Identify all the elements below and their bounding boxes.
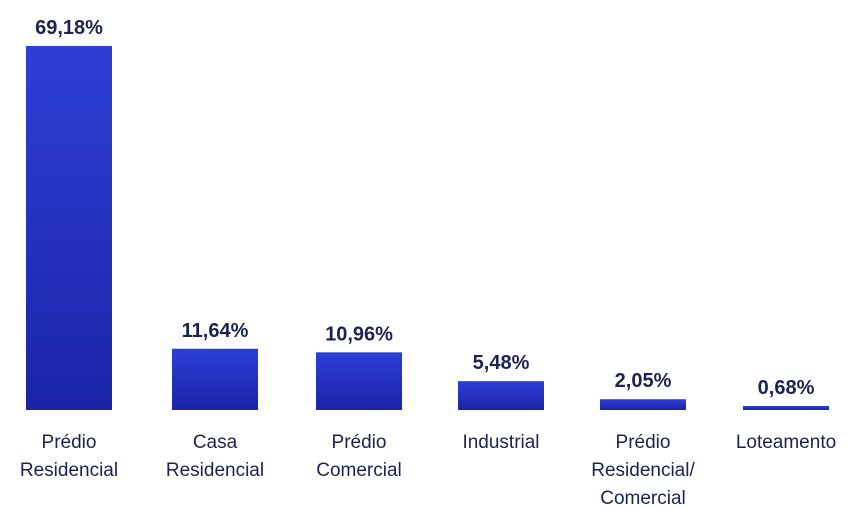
category-label-4-line-0: Prédio bbox=[616, 432, 671, 453]
category-label-2: Prédio Comercial bbox=[316, 432, 402, 481]
bar-5 bbox=[743, 406, 829, 410]
value-label-4: 2,05% bbox=[615, 370, 672, 392]
category-label-4-line-1: Residencial/ bbox=[591, 460, 695, 481]
bar-2 bbox=[316, 352, 402, 410]
category-label-0-line-1: Residencial bbox=[20, 460, 118, 481]
value-labels-group: 69,18% 11,64% 10,96% 5,48% 2,05% 0,68% bbox=[35, 17, 814, 399]
category-label-2-line-1: Comercial bbox=[316, 460, 402, 481]
bars-group bbox=[26, 46, 829, 410]
category-label-1: Casa Residencial bbox=[166, 432, 264, 481]
value-label-5: 0,68% bbox=[758, 377, 815, 399]
category-label-1-line-1: Residencial bbox=[166, 460, 264, 481]
bar-4 bbox=[600, 399, 686, 410]
value-label-1: 11,64% bbox=[182, 320, 249, 342]
bar-0 bbox=[26, 46, 112, 410]
category-label-3-line-0: Industrial bbox=[462, 432, 539, 453]
category-label-5: Loteamento bbox=[736, 432, 836, 453]
category-label-2-line-0: Prédio bbox=[332, 432, 387, 453]
category-label-4-line-2: Comercial bbox=[600, 488, 686, 509]
bar-3 bbox=[458, 381, 544, 410]
category-label-4: Prédio Residencial/Comercial bbox=[591, 432, 695, 509]
value-label-2: 10,96% bbox=[325, 323, 393, 345]
category-label-0-line-0: Prédio bbox=[42, 432, 97, 453]
category-label-1-line-0: Casa bbox=[193, 432, 238, 453]
category-label-0: Prédio Residencial bbox=[20, 432, 118, 481]
value-label-0: 69,18% bbox=[35, 17, 103, 39]
value-label-3: 5,48% bbox=[473, 352, 530, 374]
bar-1 bbox=[172, 348, 258, 410]
category-label-5-line-0: Loteamento bbox=[736, 432, 836, 453]
category-labels-group: Prédio Residencial Casa Residencial Prédio Co… bbox=[20, 432, 836, 509]
category-label-3: Industrial bbox=[462, 432, 539, 453]
